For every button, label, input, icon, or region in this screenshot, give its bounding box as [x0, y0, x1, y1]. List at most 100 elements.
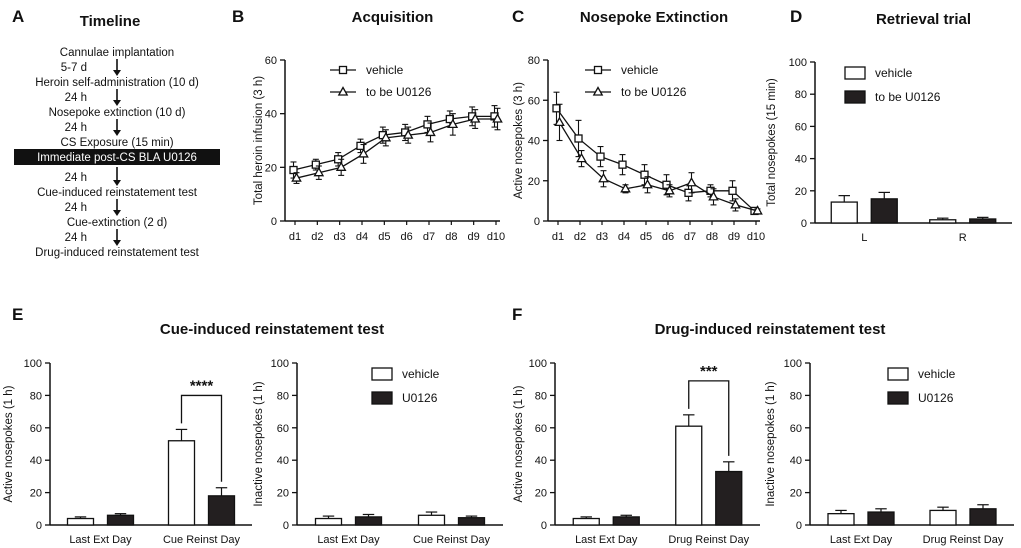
- y-tick-label: 100: [784, 358, 802, 370]
- panel-letter-a: A: [12, 7, 24, 26]
- data-point-triangle: [664, 184, 675, 195]
- x-tick-label: d10: [487, 231, 505, 243]
- data-point-triangle: [358, 148, 369, 158]
- chart-cue-active: 0 20 40 60 80 100 Active nosepokes (1 h) Last E…: [3, 358, 252, 546]
- bar-drug: [969, 218, 997, 224]
- timeline-interval: 24 h: [65, 202, 87, 214]
- panel-letter-f: F: [512, 305, 522, 324]
- y-tick-label: 20: [790, 488, 802, 500]
- bar-vehicle: [827, 513, 855, 526]
- y-tick-label: 40: [528, 136, 540, 148]
- legend-swatch: [844, 90, 866, 104]
- x-tick-label: Last Ext Day: [69, 534, 132, 546]
- legend-label: U0126: [918, 391, 954, 405]
- x-tick-label: d9: [468, 231, 480, 243]
- data-point-square: [289, 165, 298, 175]
- bar-drug: [715, 470, 743, 526]
- chart-drug-inactive: 0 20 40 60 80 100 Inactive nosepokes (1 h) Last…: [765, 358, 1014, 546]
- x-tick-label: Last Ext Day: [575, 534, 638, 546]
- bar-drug: [612, 516, 640, 526]
- y-tick-label: 40: [30, 455, 42, 467]
- timeline-interval: 5-7 d: [61, 62, 87, 74]
- y-axis-label: Active nosepokes (1 h): [513, 385, 525, 502]
- bar-vehicle: [167, 440, 196, 526]
- y-tick-label: 60: [795, 121, 807, 133]
- legend-label: to be U0126: [875, 90, 941, 104]
- chart-title: Retrieval trial: [876, 11, 971, 28]
- y-tick-label: 0: [534, 216, 540, 228]
- data-point-square: [311, 160, 320, 169]
- arrow-head: [113, 70, 121, 76]
- x-tick-label: d3: [596, 231, 608, 243]
- y-tick-label: 80: [790, 390, 802, 402]
- legend-label: to be U0126: [621, 85, 687, 99]
- legend-label: vehicle: [621, 63, 659, 77]
- x-tick-label: d4: [618, 231, 630, 243]
- timeline-interval: 24 h: [65, 232, 87, 244]
- arrow-head: [113, 240, 121, 246]
- series-line: [558, 122, 758, 212]
- series-vehicle: [289, 105, 499, 179]
- y-tick-label: 0: [36, 520, 42, 532]
- data-point-triangle: [335, 161, 347, 171]
- legend-label: vehicle: [875, 66, 913, 80]
- data-point-triangle: [291, 172, 302, 182]
- x-tick-label: d1: [552, 231, 564, 243]
- y-tick-label: 60: [30, 423, 42, 435]
- data-point-triangle: [576, 152, 587, 163]
- timeline-interval: 24 h: [65, 92, 87, 104]
- timeline-step: Cue-extinction (2 d): [67, 217, 168, 229]
- data-point-triangle: [708, 191, 719, 201]
- legend-swatch: [887, 367, 909, 381]
- timeline-step: Nosepoke extinction (10 d): [49, 107, 186, 119]
- x-tick-label: d8: [445, 231, 457, 243]
- chart-cue-inactive: 0 20 40 60 80 100 Inactive nosepokes (1 h) Last…: [253, 358, 503, 546]
- y-tick-label: 80: [535, 390, 547, 402]
- x-tick-label: Cue Reinst Day: [163, 534, 241, 546]
- legend-triangle-icon: [337, 86, 349, 96]
- y-tick-label: 100: [529, 358, 547, 370]
- y-axis-label: Total nosepokes (15 min): [766, 78, 778, 207]
- series-drug: [554, 103, 763, 215]
- chart-title: Acquisition: [352, 9, 434, 26]
- chart-nosepoke-extinction: 0 20 40 60 80 Active nosepokes (3 h) d1 d2 d3 d4 d…: [513, 9, 765, 243]
- timeline-arrow-icon: [113, 229, 121, 246]
- panel-letter-b: B: [232, 7, 244, 26]
- data-point-triangle: [492, 113, 503, 123]
- arrow-head: [113, 100, 121, 106]
- section-title-e: Cue-induced reinstatement test: [160, 321, 384, 338]
- y-axis-label: Total heroin infusion (3 h): [253, 76, 265, 205]
- y-tick-label: 80: [277, 390, 289, 402]
- data-point-square: [640, 170, 649, 179]
- chart-title: Nosepoke Extinction: [580, 9, 728, 26]
- x-tick-label: Drug Reinst Day: [923, 534, 1004, 546]
- data-point-triangle: [730, 199, 741, 209]
- bar-drug: [867, 511, 895, 526]
- y-tick-label: 40: [277, 455, 289, 467]
- x-tick-label: Cue Reinst Day: [413, 534, 491, 546]
- data-point-square: [596, 152, 605, 161]
- y-tick-label: 80: [528, 55, 540, 67]
- y-tick-label: 60: [535, 423, 547, 435]
- x-tick-label: R: [959, 232, 967, 244]
- bar-vehicle: [572, 517, 600, 526]
- legend-square-icon: [593, 65, 603, 75]
- x-tick-label: d4: [356, 231, 368, 243]
- legend-triangle-icon: [592, 86, 604, 96]
- x-tick-label: Drug Reinst Day: [668, 534, 749, 546]
- data-point-triangle: [447, 118, 459, 129]
- y-tick-label: 20: [535, 488, 547, 500]
- legend-square-icon: [338, 65, 348, 75]
- x-tick-label: d5: [640, 231, 652, 243]
- legend-swatch: [371, 367, 393, 381]
- x-tick-label: L: [861, 232, 867, 244]
- y-tick-label: 0: [283, 520, 289, 532]
- data-point-triangle: [554, 116, 565, 127]
- series-line: [296, 118, 498, 179]
- significance-bracket: [180, 394, 223, 482]
- legend-label: U0126: [402, 391, 438, 405]
- bar-vehicle: [675, 425, 703, 526]
- panel-letter-e: E: [12, 305, 23, 324]
- y-tick-label: 40: [535, 455, 547, 467]
